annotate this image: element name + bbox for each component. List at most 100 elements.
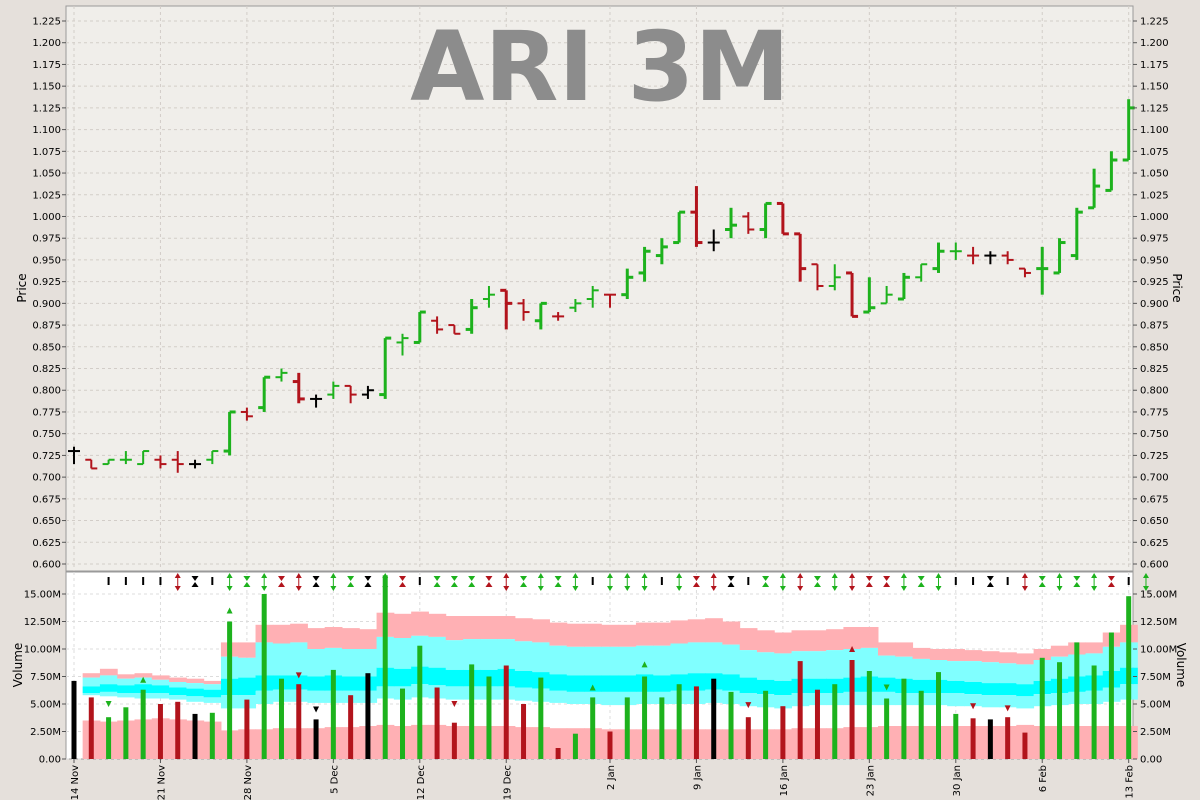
band-upper-mid bbox=[99, 675, 118, 685]
band-inner bbox=[964, 682, 983, 695]
price-tick-label: 0.875 bbox=[32, 321, 61, 332]
band-upper-outer bbox=[947, 649, 965, 662]
volume-bar bbox=[296, 684, 302, 759]
signal-hourglass-top bbox=[727, 576, 735, 581]
volume-tick-label: 0.00 bbox=[1140, 755, 1162, 766]
volume-bar bbox=[417, 645, 423, 759]
price-tick-label: 0.675 bbox=[32, 494, 61, 505]
price-tick-label: 0.650 bbox=[1140, 516, 1169, 527]
signal-arrow-down bbox=[382, 586, 389, 591]
price-tick-label: 0.900 bbox=[32, 299, 61, 310]
volume-bar bbox=[209, 712, 215, 759]
band-upper-mid bbox=[877, 655, 896, 678]
price-tick-label: 1.100 bbox=[1140, 125, 1169, 136]
band-inner bbox=[82, 686, 101, 693]
volume-bar bbox=[866, 671, 872, 759]
chart-title: ARI 3M bbox=[410, 11, 790, 123]
volume-bar bbox=[987, 719, 993, 759]
signal-arrow-up bbox=[606, 573, 613, 578]
volume-bar bbox=[918, 690, 924, 759]
band-upper-outer bbox=[393, 613, 412, 638]
signal-arrow-down bbox=[641, 586, 648, 591]
band-upper-mid bbox=[808, 651, 827, 679]
signal-arrow-up bbox=[935, 573, 942, 578]
volume-markers bbox=[105, 607, 1011, 713]
price-tick-label: 1.175 bbox=[32, 60, 61, 71]
band-inner bbox=[739, 677, 758, 693]
volume-bar bbox=[434, 687, 440, 759]
band-upper-outer bbox=[290, 623, 308, 643]
signal-hourglass-bottom bbox=[813, 582, 821, 587]
signal-hourglass-bottom bbox=[520, 582, 528, 587]
band-upper-outer bbox=[411, 611, 429, 636]
signal-arrow-up bbox=[641, 573, 648, 578]
marker-down-triangle bbox=[745, 702, 752, 709]
price-tick-label: 0.950 bbox=[32, 255, 61, 266]
band-upper-mid bbox=[653, 645, 672, 676]
band-lower-mid bbox=[549, 690, 568, 703]
price-tick-label: 0.850 bbox=[32, 342, 61, 353]
volume-bar bbox=[659, 697, 665, 759]
price-tick-label: 1.025 bbox=[32, 190, 61, 201]
price-tick-label: 1.150 bbox=[1140, 82, 1169, 93]
volume-bar bbox=[642, 676, 648, 759]
band-upper-mid bbox=[532, 642, 550, 673]
date-tick-label: 23 Jan bbox=[865, 765, 876, 796]
signal-arrow-down bbox=[503, 586, 510, 591]
band-upper-mid bbox=[445, 640, 464, 670]
volume-bands bbox=[82, 611, 1138, 759]
band-upper-mid bbox=[324, 647, 343, 676]
band-upper-outer bbox=[272, 624, 291, 644]
price-tick-label: 1.000 bbox=[1140, 212, 1169, 223]
volume-bar bbox=[711, 678, 717, 759]
volume-tick-label: 10.00M bbox=[1140, 645, 1177, 656]
band-inner bbox=[134, 684, 153, 693]
band-upper-mid bbox=[722, 644, 741, 675]
signal-arrow-down bbox=[330, 586, 337, 591]
signal-hourglass-bottom bbox=[399, 582, 407, 587]
date-tick-label: 28 Nov bbox=[243, 765, 254, 800]
band-lower-mid bbox=[981, 695, 1000, 708]
signal-arrow-down bbox=[676, 586, 683, 591]
volume-bar bbox=[71, 680, 77, 759]
volume-bar bbox=[348, 695, 354, 759]
signal-arrow-up bbox=[382, 573, 389, 578]
signal-hourglass-bottom bbox=[243, 582, 251, 587]
band-upper-outer bbox=[203, 680, 222, 685]
volume-bar bbox=[901, 678, 907, 759]
band-upper-outer bbox=[307, 628, 326, 649]
band-inner bbox=[670, 674, 689, 691]
band-upper-mid bbox=[307, 649, 326, 677]
signal-arrow-down bbox=[1056, 586, 1063, 591]
price-tick-label: 0.650 bbox=[32, 516, 61, 527]
price-tick-label: 1.175 bbox=[1140, 60, 1169, 71]
volume-bar bbox=[365, 673, 371, 759]
signal-hourglass-top bbox=[399, 576, 407, 581]
signal-hourglass-top bbox=[243, 576, 251, 581]
volume-tick-label: 2.50M bbox=[30, 727, 61, 738]
signal-arrow-down bbox=[797, 586, 804, 591]
volume-bar bbox=[244, 699, 250, 759]
signal-arrow-down bbox=[849, 586, 856, 591]
signal-arrow-up bbox=[779, 573, 786, 578]
marker-down-triangle bbox=[105, 701, 112, 707]
marker-up-triangle bbox=[226, 607, 233, 614]
band-inner bbox=[618, 675, 637, 692]
signal-hourglass-top bbox=[1038, 576, 1046, 581]
band-inner bbox=[307, 676, 326, 691]
volume-bar bbox=[693, 686, 699, 759]
band-upper-outer bbox=[186, 678, 205, 684]
signal-arrow-up bbox=[330, 573, 337, 578]
signal-hourglass-top bbox=[865, 576, 873, 581]
signal-hourglass-bottom bbox=[450, 582, 458, 587]
signal-hourglass-top bbox=[554, 576, 562, 581]
band-inner bbox=[912, 679, 931, 693]
band-upper-outer bbox=[532, 619, 550, 643]
band-upper-outer bbox=[826, 629, 844, 651]
signal-hourglass-top bbox=[433, 576, 441, 581]
volume-bar bbox=[123, 707, 129, 759]
band-upper-outer bbox=[445, 616, 464, 641]
signal-hourglass-top bbox=[917, 576, 925, 581]
volume-bar bbox=[849, 660, 855, 759]
band-inner bbox=[1016, 684, 1035, 697]
